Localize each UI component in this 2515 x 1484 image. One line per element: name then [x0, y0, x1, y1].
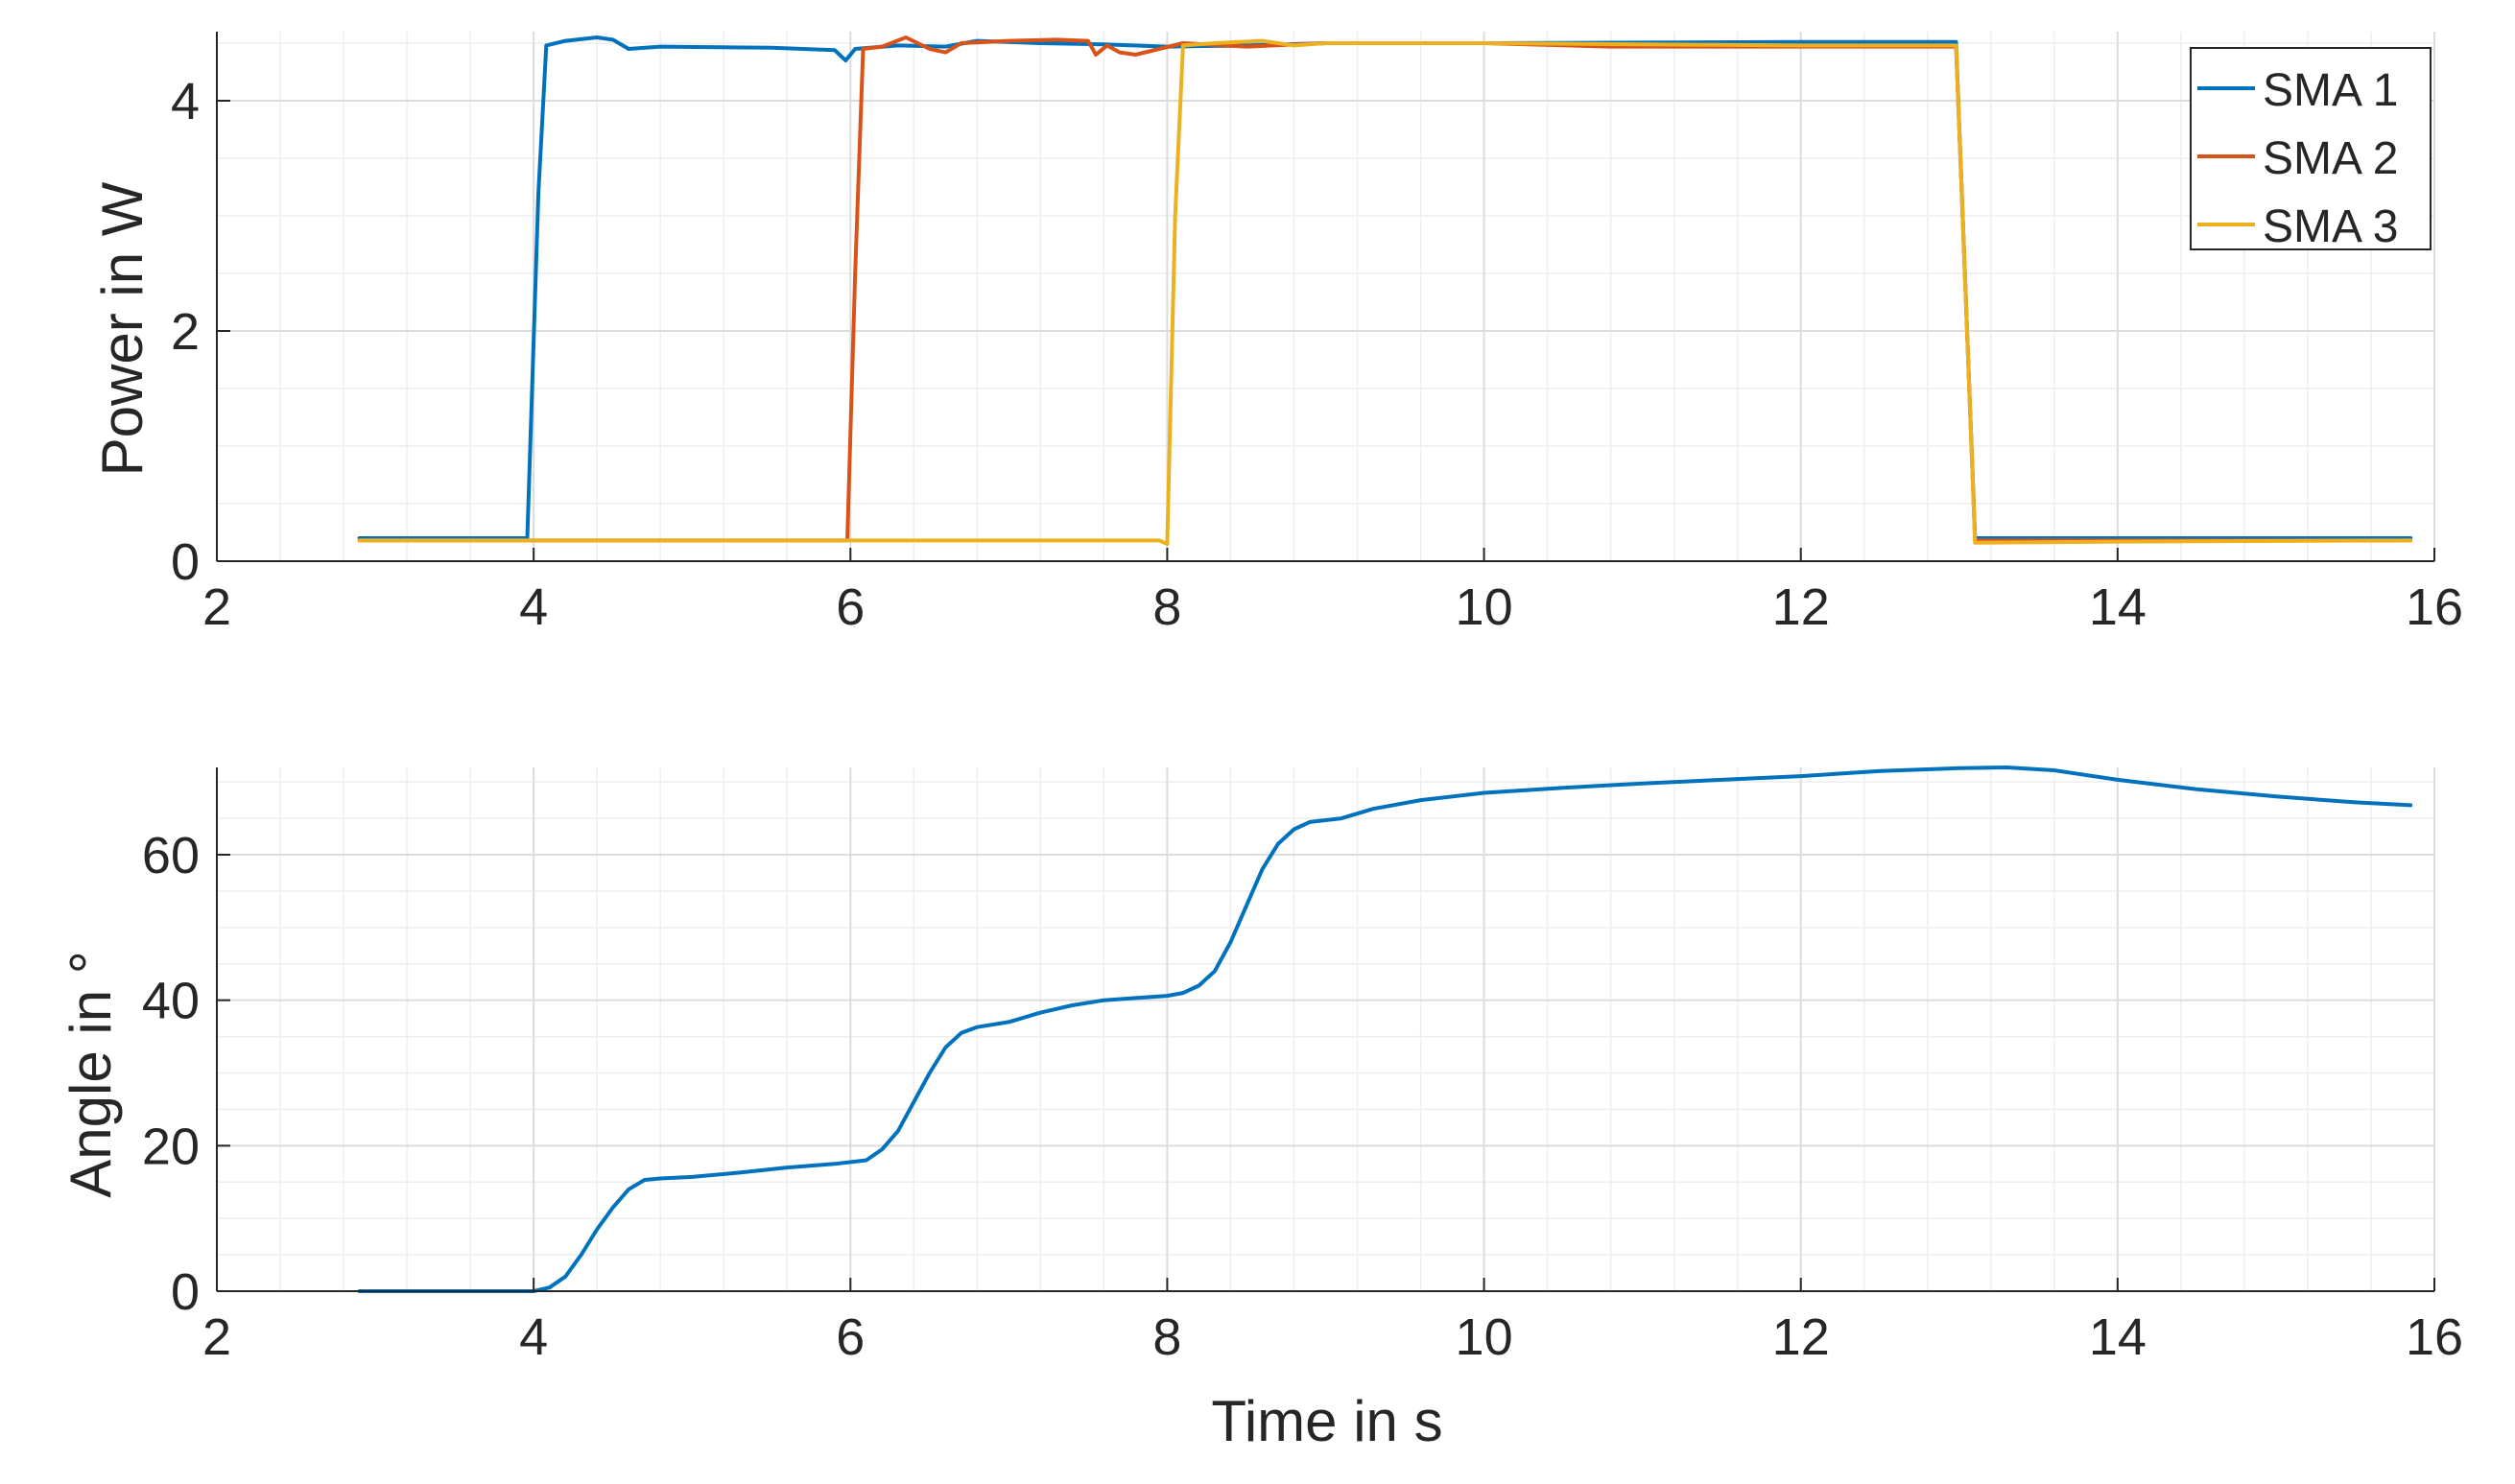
legend: SMA 1 SMA 2 SMA 3 [2190, 47, 2432, 252]
power-y-axis-label: Power in W [90, 181, 154, 476]
legend-label-sma1: SMA 1 [2263, 65, 2398, 116]
angle-x-tick-label: 8 [1152, 1308, 1181, 1366]
power-y-tick-label: 4 [171, 73, 200, 130]
angle-y-tick-label: 20 [142, 1118, 200, 1175]
angle-y-tick-label: 0 [171, 1263, 200, 1321]
angle-x-tick-label: 14 [2089, 1308, 2147, 1366]
legend-label-sma2: SMA 2 [2263, 133, 2398, 184]
angle-x-tick-label: 2 [202, 1308, 231, 1366]
time-x-axis-label: Time in s [1211, 1389, 1442, 1453]
power-x-tick-label: 10 [1456, 578, 1513, 636]
angle-y-axis-label: Angle in ° [59, 951, 123, 1198]
power-x-tick-label: 14 [2089, 578, 2147, 636]
power-x-tick-label: 2 [202, 578, 231, 636]
angle-y-tick-label: 60 [142, 827, 200, 884]
power-x-tick-label: 8 [1152, 578, 1181, 636]
angle-x-tick-label: 10 [1456, 1308, 1513, 1366]
angle-x-tick-label: 16 [2406, 1308, 2463, 1366]
legend-box [2190, 47, 2432, 250]
power-x-tick-label: 16 [2406, 578, 2463, 636]
power-x-tick-label: 4 [519, 578, 548, 636]
power-y-tick-label: 0 [171, 533, 200, 591]
angle-subplot: 2 4 6 8 10 12 14 16 0 20 40 60 Angle in ° Time in s [59, 766, 2463, 1453]
angle-x-tick-label: 12 [1772, 1308, 1830, 1366]
angle-line-series-0 [357, 766, 2413, 1293]
angle-y-tick-label: 40 [142, 973, 200, 1030]
power-line-sma-3 [357, 38, 2413, 546]
power-x-tick-label: 6 [836, 578, 865, 636]
power-y-tick-label: 2 [171, 303, 200, 361]
power-x-tick-label: 12 [1772, 578, 1830, 636]
angle-x-tick-label: 6 [836, 1308, 865, 1366]
legend-label-sma3: SMA 3 [2263, 201, 2398, 252]
angle-x-tick-label: 4 [519, 1308, 548, 1366]
